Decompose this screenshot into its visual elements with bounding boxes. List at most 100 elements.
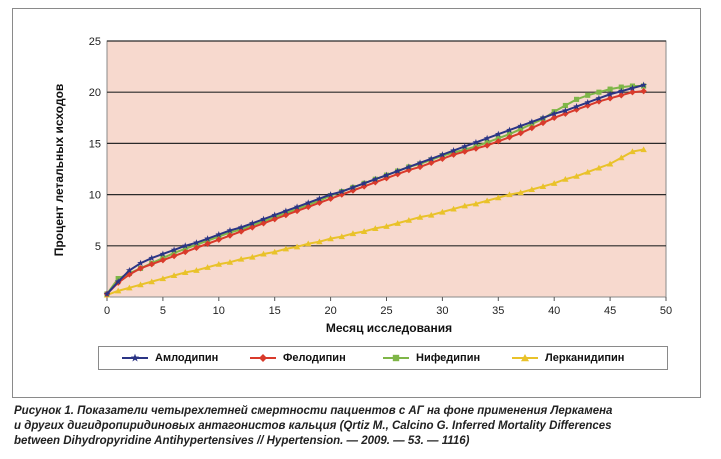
x-tick-label: 15 bbox=[269, 305, 281, 317]
data-point-diamond bbox=[259, 354, 267, 362]
data-point-diamond bbox=[573, 106, 580, 113]
data-point-triangle bbox=[148, 278, 155, 285]
data-point-star bbox=[394, 167, 402, 174]
data-point-star bbox=[573, 103, 580, 110]
data-point-star bbox=[517, 122, 525, 129]
data-point-triangle bbox=[204, 264, 211, 270]
data-point-triangle bbox=[640, 146, 647, 153]
data-point-star bbox=[494, 130, 502, 138]
data-point-triangle bbox=[260, 250, 267, 257]
data-point-star bbox=[450, 147, 457, 154]
data-point-diamond bbox=[383, 175, 390, 182]
data-point-star bbox=[506, 126, 513, 133]
data-point-diamond bbox=[483, 142, 491, 149]
data-point-star bbox=[137, 259, 144, 267]
data-point-star bbox=[248, 219, 256, 227]
data-point-triangle bbox=[360, 228, 368, 235]
data-point-triangle bbox=[629, 148, 636, 155]
data-point-square bbox=[392, 354, 400, 362]
y-tick-label: 25 bbox=[89, 36, 101, 48]
data-point-triangle bbox=[249, 253, 256, 260]
series-0 bbox=[103, 81, 647, 297]
data-point-diamond bbox=[204, 240, 211, 247]
x-tick-label: 35 bbox=[492, 305, 504, 317]
data-point-star bbox=[304, 199, 312, 206]
data-point-star bbox=[640, 81, 647, 88]
data-point-star bbox=[595, 94, 603, 102]
data-point-triangle bbox=[182, 269, 189, 275]
x-tick-label: 45 bbox=[604, 305, 616, 317]
data-point-diamond bbox=[182, 248, 189, 256]
caption-line: between Dihydropyridine Antihypertensive… bbox=[14, 435, 470, 447]
x-tick-label: 5 bbox=[160, 305, 166, 317]
data-point-diamond bbox=[517, 129, 524, 137]
data-point-triangle bbox=[383, 223, 390, 229]
data-point-triangle bbox=[521, 354, 529, 362]
data-point-diamond bbox=[137, 265, 144, 272]
x-axis-label: Месяц исследования bbox=[326, 321, 452, 335]
legend-swatch-felodipine bbox=[250, 354, 276, 362]
data-point-triangle bbox=[215, 261, 222, 267]
data-point-star bbox=[416, 159, 424, 166]
data-point-star bbox=[562, 107, 569, 114]
data-point-triangle bbox=[450, 205, 457, 212]
data-point-star bbox=[606, 90, 614, 98]
data-point-star bbox=[282, 207, 290, 214]
legend-swatch-lercanidipine bbox=[512, 354, 538, 362]
data-point-diamond bbox=[148, 261, 155, 268]
data-point-square bbox=[518, 126, 524, 132]
legend: Амлодипин Фелодипин Нифедипин Лерканидип… bbox=[98, 346, 668, 370]
data-point-triangle bbox=[528, 186, 536, 193]
data-point-triangle bbox=[584, 168, 591, 175]
y-tick-label: 10 bbox=[89, 190, 101, 202]
data-point-square bbox=[562, 102, 568, 109]
data-point-star bbox=[126, 266, 133, 274]
data-point-star bbox=[629, 84, 636, 91]
data-point-star bbox=[103, 290, 111, 297]
legend-item-nifedipine: Нифедипин bbox=[382, 349, 480, 367]
data-point-triangle bbox=[282, 245, 290, 252]
data-point-triangle bbox=[170, 272, 178, 279]
data-point-triangle bbox=[394, 220, 401, 226]
data-point-diamond bbox=[495, 138, 502, 145]
data-point-triangle bbox=[226, 258, 234, 265]
data-point-triangle bbox=[159, 275, 167, 282]
data-point-star bbox=[193, 239, 200, 246]
data-point-star bbox=[148, 254, 156, 261]
caption-line: Рисунок 1. Показатели четырехлетней смер… bbox=[14, 405, 613, 417]
data-point-star bbox=[427, 155, 435, 162]
data-point-triangle bbox=[271, 248, 278, 255]
series-group bbox=[103, 81, 647, 298]
data-point-diamond bbox=[215, 236, 222, 243]
data-point-star bbox=[472, 138, 480, 146]
data-point-square bbox=[607, 86, 613, 92]
data-point-triangle bbox=[327, 235, 334, 242]
legend-item-lercanidipine: Лерканидипин bbox=[511, 349, 624, 367]
data-point-diamond bbox=[170, 252, 178, 260]
y-axis-label: Процент летальных исходов bbox=[52, 84, 66, 257]
tick-labels: 5 10 15 20 25 0 5 10 15 20 25 30 35 40 45 50 bbox=[89, 36, 672, 317]
data-point-diamond bbox=[528, 124, 536, 132]
data-point-triangle bbox=[293, 243, 301, 250]
data-point-square bbox=[574, 96, 580, 102]
legend-label-felodipine: Фелодипин bbox=[283, 352, 346, 364]
data-point-star bbox=[226, 226, 234, 234]
data-point-star bbox=[327, 191, 334, 198]
figure-caption: Рисунок 1. Показатели четырехлетней смер… bbox=[14, 404, 714, 449]
data-point-star bbox=[130, 353, 140, 362]
data-point-diamond bbox=[506, 134, 513, 141]
y-tick-label: 15 bbox=[89, 138, 101, 150]
data-point-diamond bbox=[461, 148, 468, 155]
data-point-triangle bbox=[372, 225, 379, 231]
data-point-triangle bbox=[349, 230, 357, 237]
data-point-diamond bbox=[159, 256, 167, 264]
legend-label-nifedipine: Нифедипин bbox=[416, 352, 481, 364]
data-point-triangle bbox=[483, 197, 491, 204]
data-point-triangle bbox=[595, 164, 603, 171]
y-tick-label: 20 bbox=[89, 87, 101, 99]
data-point-triangle bbox=[506, 191, 513, 198]
data-point-star bbox=[617, 87, 625, 95]
data-point-star bbox=[461, 142, 469, 150]
data-point-triangle bbox=[539, 183, 547, 189]
